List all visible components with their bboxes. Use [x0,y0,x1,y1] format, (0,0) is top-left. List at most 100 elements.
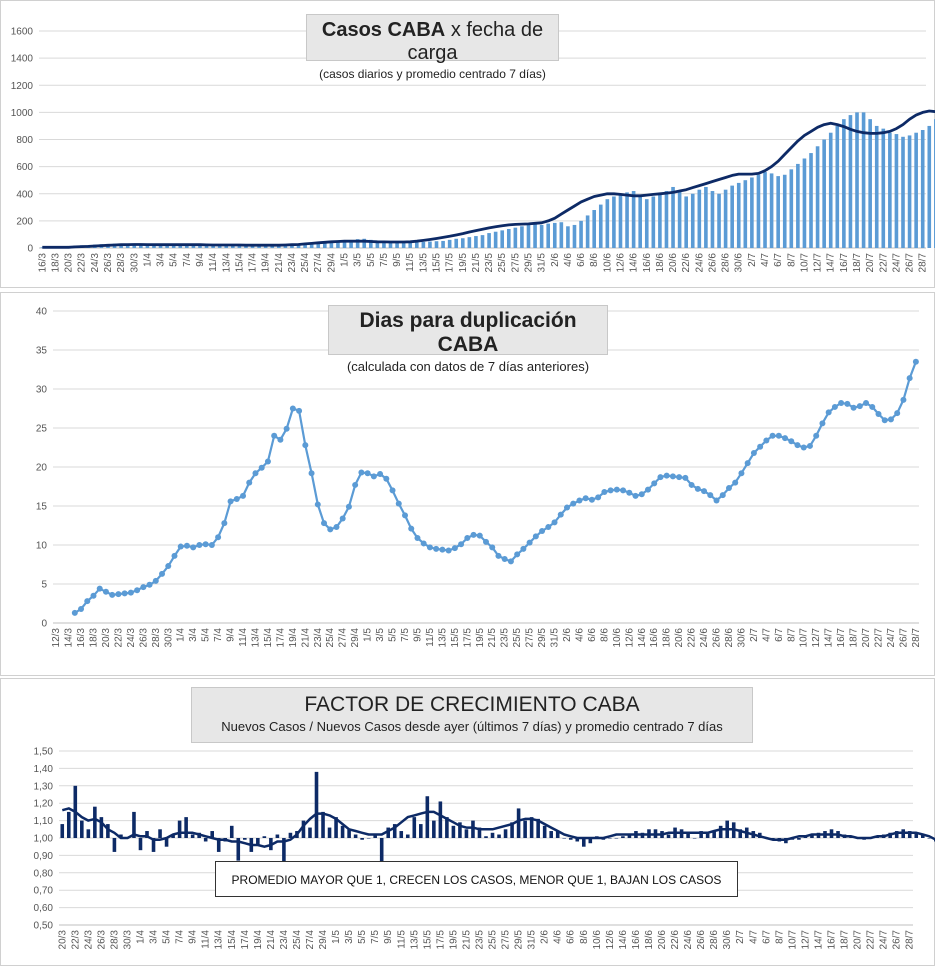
factor-ytick-label: 0,90 [34,851,54,862]
casos-bar [658,193,662,248]
casos-bar [290,244,294,248]
duplicacion-xtick-label: 23/4 [313,628,324,648]
factor-bar [568,838,573,840]
casos-bar [861,112,866,248]
factor-bar [203,838,208,842]
duplicacion-point [894,410,901,417]
duplicacion-point [127,589,134,596]
duplicacion-point [296,407,303,414]
duplicacion-xtick-label: 9/5 [412,628,423,642]
casos-bar [638,195,642,248]
casos-bar [158,245,163,248]
factor-xtick-label: 11/4 [201,930,212,949]
casos-bar [316,242,321,248]
factor-xtick-label: 12/7 [800,930,811,950]
duplicacion-xtick-label: 10/6 [612,628,623,648]
casos-xtick-label: 16/3 [37,253,48,273]
casos-xtick-label: 29/5 [523,253,534,273]
factor-bar [366,838,371,839]
factor-xtick-label: 4/6 [553,930,564,944]
duplicacion-point [146,581,153,588]
casos-bar [526,224,531,248]
casos-bar [414,242,419,248]
factor-bar [171,834,175,838]
factor-bar [432,820,436,838]
duplicacion-point [233,495,240,502]
factor-bar [353,834,358,838]
factor-xtick-label: 16/6 [631,930,642,950]
factor-bar [60,824,65,838]
duplicacion-xtick-label: 17/4 [275,628,286,648]
duplicacion-point [570,500,577,507]
duplicacion-xtick-label: 7/4 [213,628,224,642]
duplicacion-point [495,552,502,559]
factor-bar [692,838,697,839]
duplicacion-xtick-label: 9/4 [226,628,237,642]
casos-bar [441,240,445,248]
factor-xtick-label: 15/4 [227,930,238,950]
casos-xtick-label: 28/7 [918,253,929,273]
duplicacion-xtick-label: 11/4 [238,628,249,647]
casos-bar [809,153,813,248]
factor-bar [555,831,560,838]
factor-bar [236,838,241,861]
casos-bar [224,245,229,248]
duplicacion-point [121,590,128,597]
casos-bar [329,241,334,248]
factor-xtick-label: 20/6 [657,930,668,950]
duplicacion-point [345,503,352,510]
casos-bar [920,130,925,248]
factor-xtick-label: 13/4 [214,930,225,950]
duplicacion-point [657,474,664,481]
factor-bar [405,834,410,838]
duplicacion-ytick-label: 15 [36,502,48,513]
duplicacion-chart-svg: 0 5 10 15 20 25 30 35 40 12/3 14/3 16/3 18/3 20/3 22/3… [36,307,922,648]
casos-bar [217,245,222,248]
factor-bar [581,838,586,847]
casos-bar [296,244,301,248]
casos-xtick-label: 24/7 [891,253,902,273]
factor-bar [536,818,540,838]
factor-bar [132,811,136,838]
casos-bar [802,158,807,248]
factor-xtick-label: 29/4 [318,930,329,950]
duplicacion-point [532,533,539,540]
duplicacion-xtick-label: 5/5 [388,628,399,642]
duplicacion-xtick-label: 16/7 [836,628,847,648]
factor-xtick-label: 30/3 [122,930,133,950]
casos-bar [697,189,702,248]
duplicacion-xtick-label: 1/4 [176,628,187,642]
casos-bar [644,199,649,248]
factor-xtick-label: 28/7 [905,930,916,950]
factor-bar [471,820,475,838]
duplicacion-chart-title: Dias para duplicación CABA [359,309,577,356]
casos-xtick-label: 24/3 [90,253,101,273]
factor-xtick-label: 17/4 [240,930,251,950]
factor-xtick-label: 29/5 [514,930,525,950]
duplicacion-xtick-label: 21/5 [487,628,498,648]
factor-chart-annotation: PROMEDIO MAYOR QUE 1, CRECEN LOS CASOS, … [215,861,738,897]
casos-xtick-label: 19/5 [458,253,469,273]
casos-xtick-label: 16/6 [642,253,653,273]
casos-bar [684,196,688,248]
casos-bar [421,241,426,248]
factor-bar [497,834,501,838]
duplicacion-point [102,588,109,595]
casos-xtick-label: 1/5 [340,253,351,267]
casos-bar [730,185,734,248]
factor-bar [575,838,580,842]
duplicacion-xtick-label: 6/7 [774,628,785,642]
casos-bar [704,186,708,248]
duplicacion-point [327,526,334,533]
duplicacion-chart-subtitle: (calculada con datos de 7 días anteriore… [346,359,590,374]
factor-bar [477,827,482,838]
casos-xtick-label: 25/4 [300,253,311,273]
factor-xtick-label: 31/5 [527,930,538,950]
casos-bar [283,245,288,248]
casos-xtick-label: 24/6 [694,253,705,273]
casos-bar [211,245,215,248]
duplicacion-point [71,609,78,616]
duplicacion-point [744,460,751,467]
duplicacion-xtick-label: 2/7 [749,628,760,642]
casos-xtick-label: 18/7 [852,253,863,273]
